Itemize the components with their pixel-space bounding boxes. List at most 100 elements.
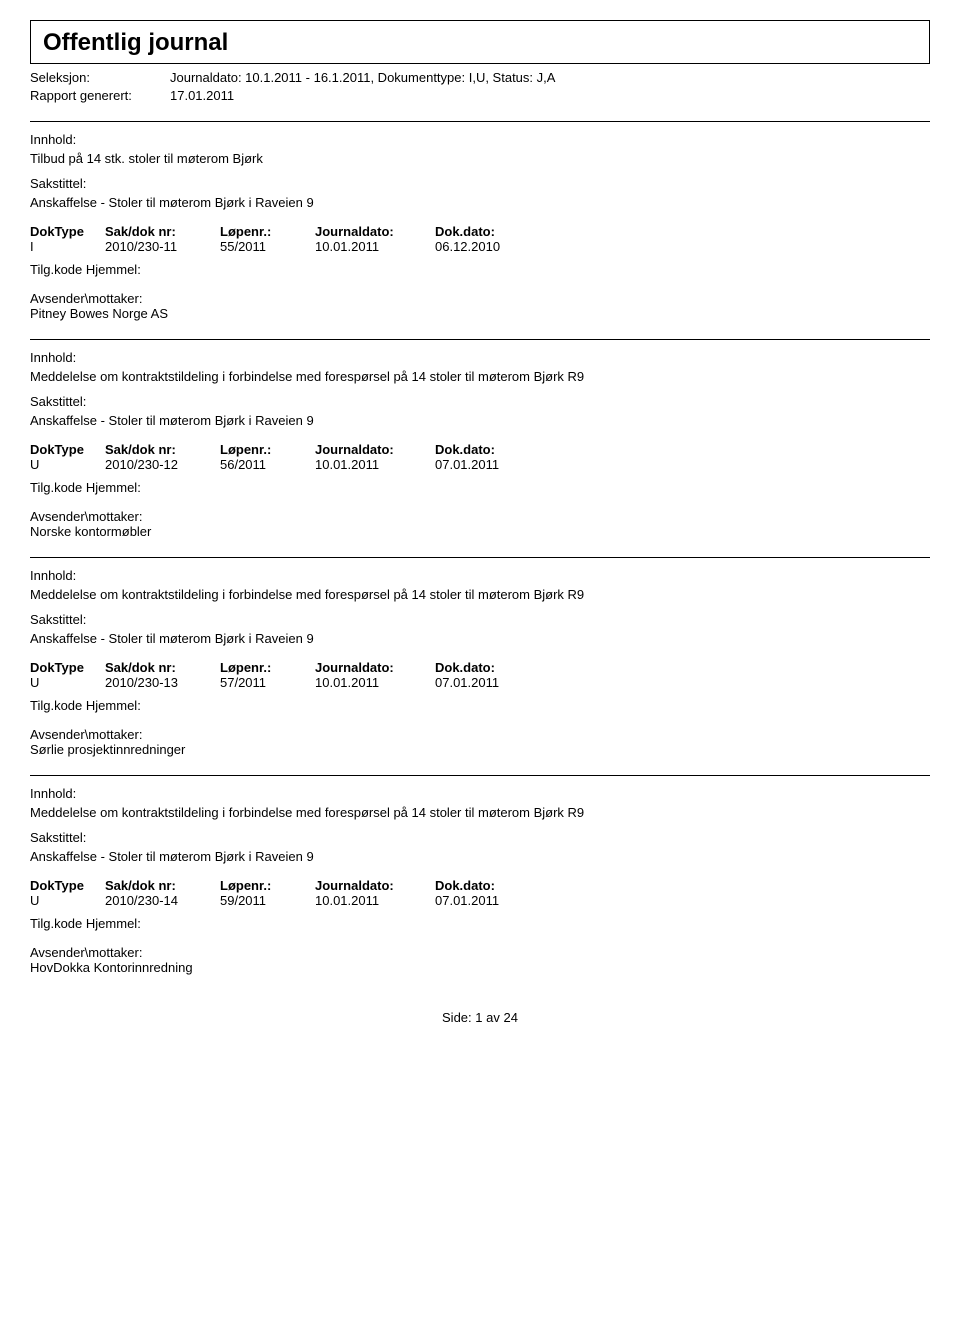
innhold-text: Tilbud på 14 stk. stoler til møterom Bjø… bbox=[30, 151, 930, 166]
tilgkode-row: Tilg.kode Hjemmel: bbox=[30, 698, 930, 713]
tilgkode-row: Tilg.kode Hjemmel: bbox=[30, 916, 930, 931]
sakstittel-text: Anskaffelse - Stoler til møterom Bjørk i… bbox=[30, 195, 930, 210]
dokdato-value: 07.01.2011 bbox=[435, 675, 535, 690]
journal-title: Offentlig journal bbox=[43, 29, 917, 57]
sakstittel-text: Anskaffelse - Stoler til møterom Bjørk i… bbox=[30, 631, 930, 646]
tilgkode-label: Tilg.kode bbox=[30, 262, 82, 277]
dokdato-header: Dok.dato: bbox=[435, 442, 535, 457]
journal-entry: Innhold: Meddelelse om kontraktstildelin… bbox=[30, 339, 930, 539]
journal-entry: Innhold: Tilbud på 14 stk. stoler til mø… bbox=[30, 121, 930, 321]
sakdok-header: Sak/dok nr: bbox=[105, 878, 220, 893]
doktype-value: U bbox=[30, 675, 105, 690]
innhold-text: Meddelelse om kontraktstildeling i forbi… bbox=[30, 369, 930, 384]
innhold-text: Meddelelse om kontraktstildeling i forbi… bbox=[30, 805, 930, 820]
doc-table: DokType Sak/dok nr: Løpenr.: Journaldato… bbox=[30, 442, 535, 472]
side-label: Side: bbox=[442, 1010, 472, 1025]
lopenr-value: 56/2011 bbox=[220, 457, 315, 472]
avsender-label: Avsender\mottaker: bbox=[30, 727, 930, 742]
sakstittel-label: Sakstittel: bbox=[30, 176, 930, 191]
journal-entry: Innhold: Meddelelse om kontraktstildelin… bbox=[30, 775, 930, 975]
tilgkode-label: Tilg.kode bbox=[30, 480, 82, 495]
innhold-label: Innhold: bbox=[30, 350, 930, 365]
journaldato-header: Journaldato: bbox=[315, 660, 435, 675]
hjemmel-label: Hjemmel: bbox=[86, 916, 141, 931]
journaldato-value: 10.01.2011 bbox=[315, 893, 435, 908]
hjemmel-label: Hjemmel: bbox=[86, 262, 141, 277]
dokdato-value: 06.12.2010 bbox=[435, 239, 535, 254]
journaldato-header: Journaldato: bbox=[315, 224, 435, 239]
avsender-value: Norske kontormøbler bbox=[30, 524, 930, 539]
avsender-value: HovDokka Kontorinnredning bbox=[30, 960, 930, 975]
avsender-value: Sørlie prosjektinnredninger bbox=[30, 742, 930, 757]
sakdok-header: Sak/dok nr: bbox=[105, 442, 220, 457]
dokdato-value: 07.01.2011 bbox=[435, 457, 535, 472]
sakstittel-label: Sakstittel: bbox=[30, 830, 930, 845]
selection-value: Journaldato: 10.1.2011 - 16.1.2011, Doku… bbox=[170, 70, 555, 85]
avsender-value: Pitney Bowes Norge AS bbox=[30, 306, 930, 321]
sakstittel-text: Anskaffelse - Stoler til møterom Bjørk i… bbox=[30, 849, 930, 864]
sakdok-value: 2010/230-13 bbox=[105, 675, 220, 690]
dokdato-header: Dok.dato: bbox=[435, 224, 535, 239]
innhold-text: Meddelelse om kontraktstildeling i forbi… bbox=[30, 587, 930, 602]
doktype-header: DokType bbox=[30, 224, 105, 239]
page-total: 24 bbox=[504, 1010, 518, 1025]
hjemmel-label: Hjemmel: bbox=[86, 480, 141, 495]
doc-table: DokType Sak/dok nr: Løpenr.: Journaldato… bbox=[30, 878, 535, 908]
sakstittel-label: Sakstittel: bbox=[30, 394, 930, 409]
page-footer: Side: 1 av 24 bbox=[30, 1010, 930, 1025]
sakdok-header: Sak/dok nr: bbox=[105, 224, 220, 239]
tilgkode-label: Tilg.kode bbox=[30, 698, 82, 713]
report-value: 17.01.2011 bbox=[170, 88, 234, 103]
innhold-label: Innhold: bbox=[30, 786, 930, 801]
avsender-label: Avsender\mottaker: bbox=[30, 509, 930, 524]
tilgkode-row: Tilg.kode Hjemmel: bbox=[30, 480, 930, 495]
dokdato-header: Dok.dato: bbox=[435, 660, 535, 675]
page-current: 1 bbox=[475, 1010, 482, 1025]
lopenr-header: Løpenr.: bbox=[220, 224, 315, 239]
report-label: Rapport generert: bbox=[30, 88, 170, 103]
doktype-header: DokType bbox=[30, 878, 105, 893]
journal-entry: Innhold: Meddelelse om kontraktstildelin… bbox=[30, 557, 930, 757]
sakstittel-label: Sakstittel: bbox=[30, 612, 930, 627]
innhold-label: Innhold: bbox=[30, 132, 930, 147]
journaldato-header: Journaldato: bbox=[315, 442, 435, 457]
dokdato-header: Dok.dato: bbox=[435, 878, 535, 893]
doktype-value: U bbox=[30, 457, 105, 472]
hjemmel-label: Hjemmel: bbox=[86, 698, 141, 713]
avsender-label: Avsender\mottaker: bbox=[30, 291, 930, 306]
doktype-header: DokType bbox=[30, 442, 105, 457]
lopenr-header: Løpenr.: bbox=[220, 878, 315, 893]
journaldato-value: 10.01.2011 bbox=[315, 675, 435, 690]
journaldato-value: 10.01.2011 bbox=[315, 239, 435, 254]
lopenr-value: 59/2011 bbox=[220, 893, 315, 908]
lopenr-value: 57/2011 bbox=[220, 675, 315, 690]
entry-divider bbox=[30, 557, 930, 558]
doktype-value: U bbox=[30, 893, 105, 908]
doktype-header: DokType bbox=[30, 660, 105, 675]
journal-title-box: Offentlig journal bbox=[30, 20, 930, 64]
journaldato-header: Journaldato: bbox=[315, 878, 435, 893]
lopenr-header: Løpenr.: bbox=[220, 442, 315, 457]
doc-table: DokType Sak/dok nr: Løpenr.: Journaldato… bbox=[30, 224, 535, 254]
sakdok-header: Sak/dok nr: bbox=[105, 660, 220, 675]
tilgkode-row: Tilg.kode Hjemmel: bbox=[30, 262, 930, 277]
lopenr-header: Løpenr.: bbox=[220, 660, 315, 675]
sakdok-value: 2010/230-14 bbox=[105, 893, 220, 908]
dokdato-value: 07.01.2011 bbox=[435, 893, 535, 908]
entry-divider bbox=[30, 339, 930, 340]
lopenr-value: 55/2011 bbox=[220, 239, 315, 254]
sakdok-value: 2010/230-12 bbox=[105, 457, 220, 472]
doktype-value: I bbox=[30, 239, 105, 254]
selection-label: Seleksjon: bbox=[30, 70, 170, 85]
doc-table: DokType Sak/dok nr: Løpenr.: Journaldato… bbox=[30, 660, 535, 690]
tilgkode-label: Tilg.kode bbox=[30, 916, 82, 931]
sakstittel-text: Anskaffelse - Stoler til møterom Bjørk i… bbox=[30, 413, 930, 428]
avsender-label: Avsender\mottaker: bbox=[30, 945, 930, 960]
innhold-label: Innhold: bbox=[30, 568, 930, 583]
sakdok-value: 2010/230-11 bbox=[105, 239, 220, 254]
page-sep: av bbox=[486, 1010, 500, 1025]
entry-divider bbox=[30, 775, 930, 776]
header-meta: Seleksjon: Journaldato: 10.1.2011 - 16.1… bbox=[30, 70, 930, 103]
journaldato-value: 10.01.2011 bbox=[315, 457, 435, 472]
entry-divider bbox=[30, 121, 930, 122]
